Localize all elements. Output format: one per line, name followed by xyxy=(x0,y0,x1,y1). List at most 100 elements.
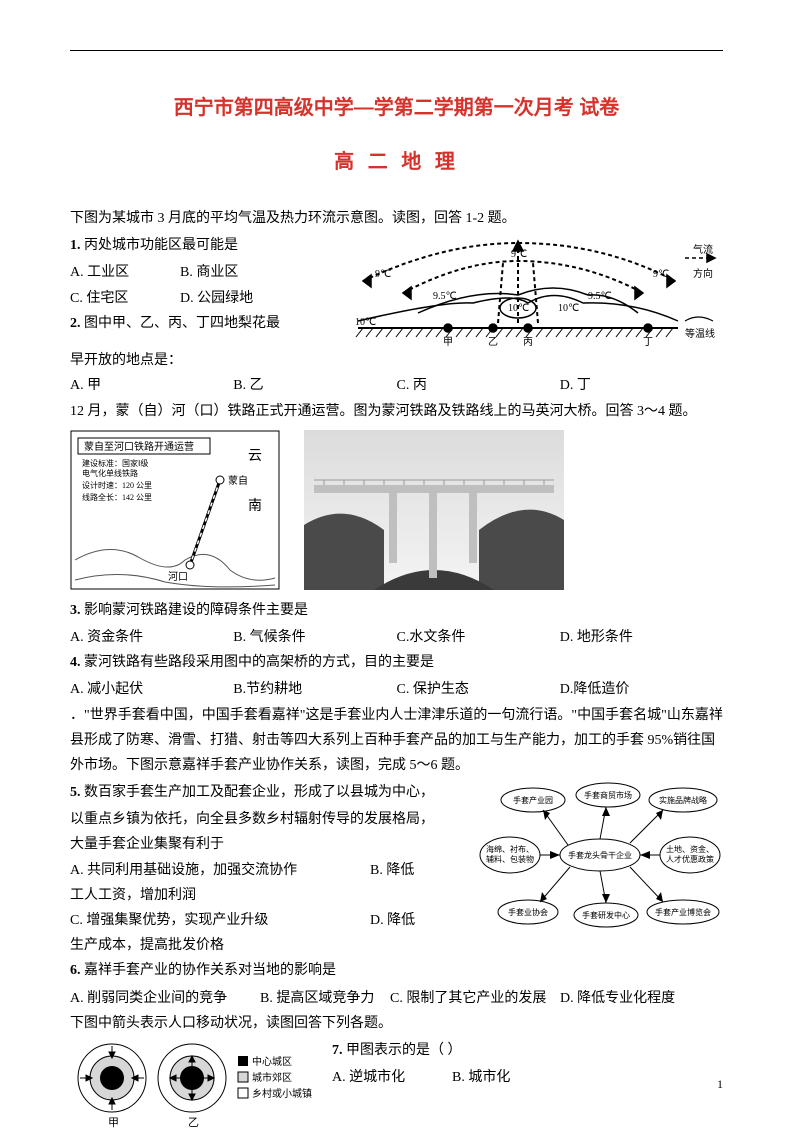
q3-text: 影响蒙河铁路建设的障碍条件主要是 xyxy=(81,603,309,618)
q2-opt-a: A. 甲 xyxy=(70,373,233,398)
question-3: 3. 影响蒙河铁路建设的障碍条件主要是 xyxy=(70,598,723,623)
svg-text:电气化单线铁路: 电气化单线铁路 xyxy=(82,468,138,478)
q6-num: 6. xyxy=(70,963,81,978)
q4-text: 蒙河铁路有些路段采用图中的高架桥的方式，目的主要是 xyxy=(81,655,435,670)
svg-text:甲: 甲 xyxy=(443,337,453,348)
q7-opt-a: A. 逆城市化 xyxy=(332,1065,452,1090)
page-number: 1 xyxy=(717,1074,723,1096)
svg-text:城市郊区: 城市郊区 xyxy=(252,1071,292,1084)
glove-industry-diagram: 手套龙头骨干企业 手套产业园 手套商贸市场 实施品牌战略 土地、资金、人才优惠政… xyxy=(478,780,723,939)
svg-text:辅料、包装物: 辅料、包装物 xyxy=(486,854,534,864)
intro-3: ．"世界手套看中国，中国手套看嘉祥"这是手套业内人士津津乐道的一句流行语。"中国… xyxy=(70,703,723,779)
svg-text:甲: 甲 xyxy=(108,1117,119,1128)
q4-opt-b: B.节约耕地 xyxy=(233,677,396,702)
svg-text:河口: 河口 xyxy=(168,571,188,583)
svg-text:手套产业园: 手套产业园 xyxy=(513,795,553,805)
q4-num: 4. xyxy=(70,655,81,670)
svg-text:手套商贸市场: 手套商贸市场 xyxy=(584,790,632,800)
exam-subtitle: 高 二 地 理 xyxy=(70,144,723,180)
top-rule xyxy=(70,50,723,51)
svg-text:方向: 方向 xyxy=(693,267,713,280)
svg-text:南: 南 xyxy=(248,498,262,514)
q3-opt-b: B. 气候条件 xyxy=(233,625,396,650)
q4-options: A. 减小起伏 B.节约耕地 C. 保护生态 D.降低造价 xyxy=(70,677,723,702)
svg-text:土地、资金、: 土地、资金、 xyxy=(666,844,714,854)
svg-text:9℃: 9℃ xyxy=(511,249,527,260)
q1-opt-c: C. 住宅区 xyxy=(70,286,180,311)
svg-text:线路全长：142 公里: 线路全长：142 公里 xyxy=(82,492,152,502)
q7-text: 甲图表示的是（ ） xyxy=(343,1043,462,1058)
q1-opt-b: B. 商业区 xyxy=(180,265,238,280)
q4-opt-d: D.降低造价 xyxy=(560,677,723,702)
q6-opt-b: B. 提高区域竞争力 xyxy=(260,986,390,1011)
question-6: 6. 嘉祥手套产业的协作关系对当地的影响是 xyxy=(70,958,723,983)
q2-line2: 早开放的地点是： xyxy=(70,348,723,373)
q7-num: 7. xyxy=(332,1043,343,1058)
intro-2: 12 月，蒙（自）河（口）铁路正式开通运营。图为蒙河铁路及铁路线上的马英河大桥。… xyxy=(70,399,723,424)
q2-num: 2. xyxy=(70,316,81,331)
svg-text:9.5℃: 9.5℃ xyxy=(433,291,457,302)
q5-text: 数百家手套生产加工及配套企业，形成了以县城为中心， xyxy=(81,785,435,800)
intro-4: 下图中箭头表示人口移动状况，读图回答下列各题。 xyxy=(70,1011,723,1036)
q6-text: 嘉祥手套产业的协作关系对当地的影响是 xyxy=(81,963,337,978)
exam-title: 西宁市第四高级中学—学第二学期第一次月考 试卷 xyxy=(70,90,723,126)
intro-1: 下图为某城市 3 月底的平均气温及热力环流示意图。读图，回答 1-2 题。 xyxy=(70,206,723,231)
q4-opt-c: C. 保护生态 xyxy=(397,677,560,702)
svg-text:9℃: 9℃ xyxy=(375,269,391,280)
q3-opt-c: C.水文条件 xyxy=(397,625,560,650)
svg-text:丙: 丙 xyxy=(523,337,533,348)
q7-row: 甲 乙 中心城区 城市郊区 乡村或小城镇 7. 甲图表示的是（ ） A. 逆城市… xyxy=(70,1038,723,1128)
q1-text: 丙处城市功能区最可能是 xyxy=(81,238,239,253)
urbanization-diagram: 甲 乙 中心城区 城市郊区 乡村或小城镇 xyxy=(70,1038,320,1128)
q3-opt-d: D. 地形条件 xyxy=(560,625,723,650)
q3-num: 3. xyxy=(70,603,81,618)
svg-text:实施品牌战略: 实施品牌战略 xyxy=(659,795,707,805)
question-7: 7. 甲图表示的是（ ） xyxy=(332,1038,723,1063)
svg-text:手套业协会: 手套业协会 xyxy=(508,907,548,917)
svg-text:等温线: 等温线 xyxy=(685,327,715,340)
q2-opt-b: B. 乙 xyxy=(233,373,396,398)
q7-opt-b: B. 城市化 xyxy=(452,1070,510,1085)
q6-opt-d: D. 降低专业化程度 xyxy=(560,991,675,1006)
svg-text:蒙自: 蒙自 xyxy=(228,474,248,487)
q2-opt-c: C. 丙 xyxy=(397,373,560,398)
q1-opt-a: A. 工业区 xyxy=(70,260,180,285)
q3-options: A. 资金条件 B. 气候条件 C.水文条件 D. 地形条件 xyxy=(70,625,723,650)
railway-map: 蒙自至河口铁路开通运营 建设标准：国家Ⅰ级 电气化单线铁路 设计时速：120 公… xyxy=(70,430,280,590)
svg-text:10℃: 10℃ xyxy=(508,303,529,314)
q5-num: 5. xyxy=(70,785,81,800)
svg-text:9.5℃: 9.5℃ xyxy=(588,291,612,302)
q1-opt-d: D. 公园绿地 xyxy=(180,291,253,306)
q5-opt-d: D. 降低 xyxy=(370,913,415,928)
figure-row-railway: 蒙自至河口铁路开通运营 建设标准：国家Ⅰ级 电气化单线铁路 设计时速：120 公… xyxy=(70,430,723,590)
thermal-circulation-diagram: 9℃ 9℃ 9℃ 9.5℃ 9.5℃ 10℃ 10℃ 10℃ 甲 乙 丙 丁 气… xyxy=(353,233,723,348)
q7-options: A. 逆城市化B. 城市化 xyxy=(332,1065,723,1090)
q2-opt-d: D. 丁 xyxy=(560,373,723,398)
svg-text:10℃: 10℃ xyxy=(558,303,579,314)
q1-num: 1. xyxy=(70,238,81,253)
q5-opt-a: A. 共同利用基础设施，加强交流协作 xyxy=(70,858,370,883)
q5-opt-b: B. 降低 xyxy=(370,863,414,878)
svg-text:设计时速：120 公里: 设计时速：120 公里 xyxy=(82,480,152,490)
svg-text:中心城区: 中心城区 xyxy=(252,1055,292,1068)
q6-options: A. 削弱同类企业间的竞争B. 提高区域竞争力C. 限制了其它产业的发展D. 降… xyxy=(70,986,723,1011)
svg-text:10℃: 10℃ xyxy=(355,317,376,328)
svg-text:气流: 气流 xyxy=(693,243,713,256)
svg-text:丁: 丁 xyxy=(643,337,653,348)
svg-text:9℃: 9℃ xyxy=(653,269,669,280)
svg-text:人才优惠政策: 人才优惠政策 xyxy=(666,854,714,864)
q6-opt-a: A. 削弱同类企业间的竞争 xyxy=(70,986,260,1011)
svg-text:蒙自至河口铁路开通运营: 蒙自至河口铁路开通运营 xyxy=(84,440,194,453)
q2-options: A. 甲 B. 乙 C. 丙 D. 丁 xyxy=(70,373,723,398)
svg-text:乡村或小城镇: 乡村或小城镇 xyxy=(252,1087,312,1100)
q4-opt-a: A. 减小起伏 xyxy=(70,677,233,702)
svg-text:云: 云 xyxy=(248,449,262,464)
q2-text: 图中甲、乙、丙、丁四地梨花最 xyxy=(81,316,281,331)
svg-text:手套龙头骨干企业: 手套龙头骨干企业 xyxy=(568,850,632,860)
svg-text:建设标准：国家Ⅰ级: 建设标准：国家Ⅰ级 xyxy=(82,458,148,468)
q3-opt-a: A. 资金条件 xyxy=(70,625,233,650)
svg-text:手套产业博览会: 手套产业博览会 xyxy=(655,907,711,917)
q5-opt-c: C. 增强集聚优势，实现产业升级 xyxy=(70,908,370,933)
svg-text:手套研发中心: 手套研发中心 xyxy=(582,910,630,920)
bridge-photo xyxy=(304,430,564,590)
